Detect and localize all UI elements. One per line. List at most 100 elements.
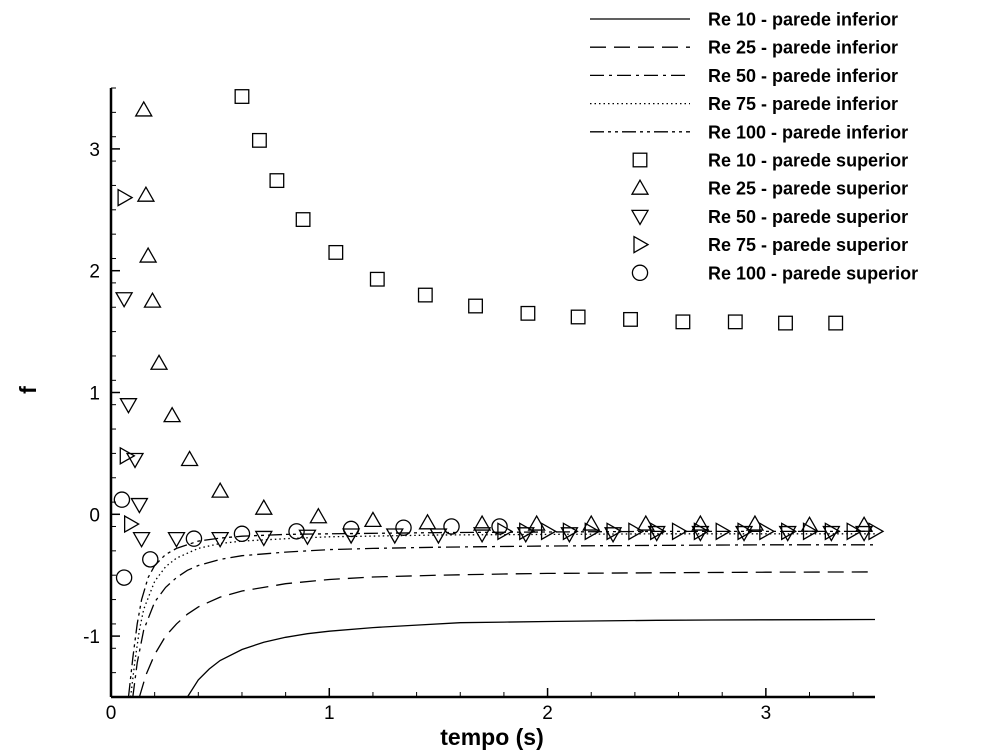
data-point <box>113 491 131 508</box>
data-point <box>472 527 492 544</box>
legend-label: Re 50 - parede superior <box>708 207 908 227</box>
data-point <box>134 100 153 117</box>
series-5 <box>127 530 875 698</box>
data-point <box>824 522 841 541</box>
data-point <box>519 522 536 541</box>
data-point <box>570 309 586 325</box>
legend-entry: Re 50 - parede inferior <box>590 66 898 86</box>
y-ticks: -1 0 1 2 3 <box>83 87 120 674</box>
data-point <box>671 522 688 541</box>
data-point <box>650 522 667 541</box>
x-tick-label: 3 <box>761 703 772 724</box>
legend-swatch-marker <box>633 235 650 254</box>
data-point <box>868 522 885 541</box>
legend-label: Re 10 - parede superior <box>708 151 908 171</box>
data-point <box>254 530 273 547</box>
data-point <box>117 188 134 207</box>
legend-swatch-marker <box>630 209 650 226</box>
data-point <box>623 311 638 327</box>
legend-label: Re 100 - parede superior <box>708 263 918 283</box>
data-point <box>123 514 140 534</box>
data-point <box>185 530 203 547</box>
data-point <box>211 481 230 498</box>
x-axis-title: tempo (s) <box>440 724 544 750</box>
x-tick-label: 0 <box>106 703 117 724</box>
y-tick-label: 3 <box>89 140 100 161</box>
data-point <box>520 305 536 321</box>
data-point <box>119 446 136 465</box>
data-point <box>828 315 844 331</box>
data-point <box>562 522 579 541</box>
data-point <box>385 528 404 545</box>
data-point <box>288 523 305 540</box>
data-point <box>854 515 874 532</box>
data-point <box>136 185 156 202</box>
series-6 <box>234 89 844 331</box>
series-1 <box>186 618 876 698</box>
legend-entry: Re 25 - parede inferior <box>590 38 898 58</box>
y-tick-label: -1 <box>83 627 100 648</box>
data-point <box>342 520 360 538</box>
data-point <box>560 527 579 544</box>
data-point <box>162 406 182 423</box>
series-line <box>129 533 875 698</box>
plot-area <box>113 89 885 698</box>
data-point <box>254 498 273 515</box>
data-point <box>417 287 433 303</box>
data-point <box>180 450 199 467</box>
data-point <box>802 522 819 541</box>
y-tick-label: 1 <box>89 384 100 405</box>
legend-swatch-marker <box>630 178 650 195</box>
data-point <box>846 522 863 541</box>
data-point <box>468 298 483 314</box>
data-point <box>142 551 159 568</box>
series-2 <box>138 571 876 698</box>
data-point <box>582 514 601 531</box>
data-point <box>606 522 623 541</box>
legend-entry: Re 10 - parede inferior <box>590 10 898 30</box>
data-point <box>167 532 186 548</box>
data-point <box>443 518 460 535</box>
legend-swatch-marker <box>632 152 648 168</box>
data-point <box>363 511 383 528</box>
legend-swatch-marker <box>631 264 649 282</box>
series-9 <box>117 188 885 541</box>
y-axis-title: f <box>15 386 41 394</box>
y-tick-label: 2 <box>89 262 100 283</box>
legend-entry: Re 10 - parede superior <box>632 151 908 171</box>
data-point <box>125 452 145 469</box>
data-point <box>540 522 557 541</box>
data-point <box>628 522 645 541</box>
data-point <box>418 513 437 530</box>
legend-entry: Re 100 - parede inferior <box>590 122 908 142</box>
legend-label: Re 50 - parede inferior <box>708 66 898 86</box>
data-point <box>472 514 492 531</box>
data-point <box>251 132 267 148</box>
legend-label: Re 25 - parede inferior <box>708 38 898 58</box>
data-point <box>328 244 344 260</box>
data-point <box>491 518 508 535</box>
data-point <box>114 292 134 309</box>
data-point <box>854 525 874 542</box>
legend-label: Re 10 - parede inferior <box>708 10 898 30</box>
series-line <box>127 530 875 698</box>
data-point <box>527 514 546 531</box>
legend-label: Re 75 - parede superior <box>708 235 908 255</box>
data-point <box>295 212 311 227</box>
series-10 <box>113 491 508 586</box>
data-point <box>395 519 412 536</box>
legend-label: Re 75 - parede inferior <box>708 94 898 114</box>
data-point <box>675 314 691 330</box>
x-tick-label: 1 <box>324 703 335 724</box>
axes: 0 1 2 3 -1 0 1 2 3 tempo (s) f <box>15 87 875 750</box>
data-point <box>309 507 328 524</box>
data-point <box>584 522 601 541</box>
data-point <box>132 532 151 548</box>
series-8 <box>114 292 874 548</box>
series-7 <box>134 100 874 532</box>
x-tick-label: 2 <box>542 703 553 724</box>
data-point <box>737 522 754 541</box>
data-point <box>759 522 776 541</box>
series-line <box>132 544 875 698</box>
